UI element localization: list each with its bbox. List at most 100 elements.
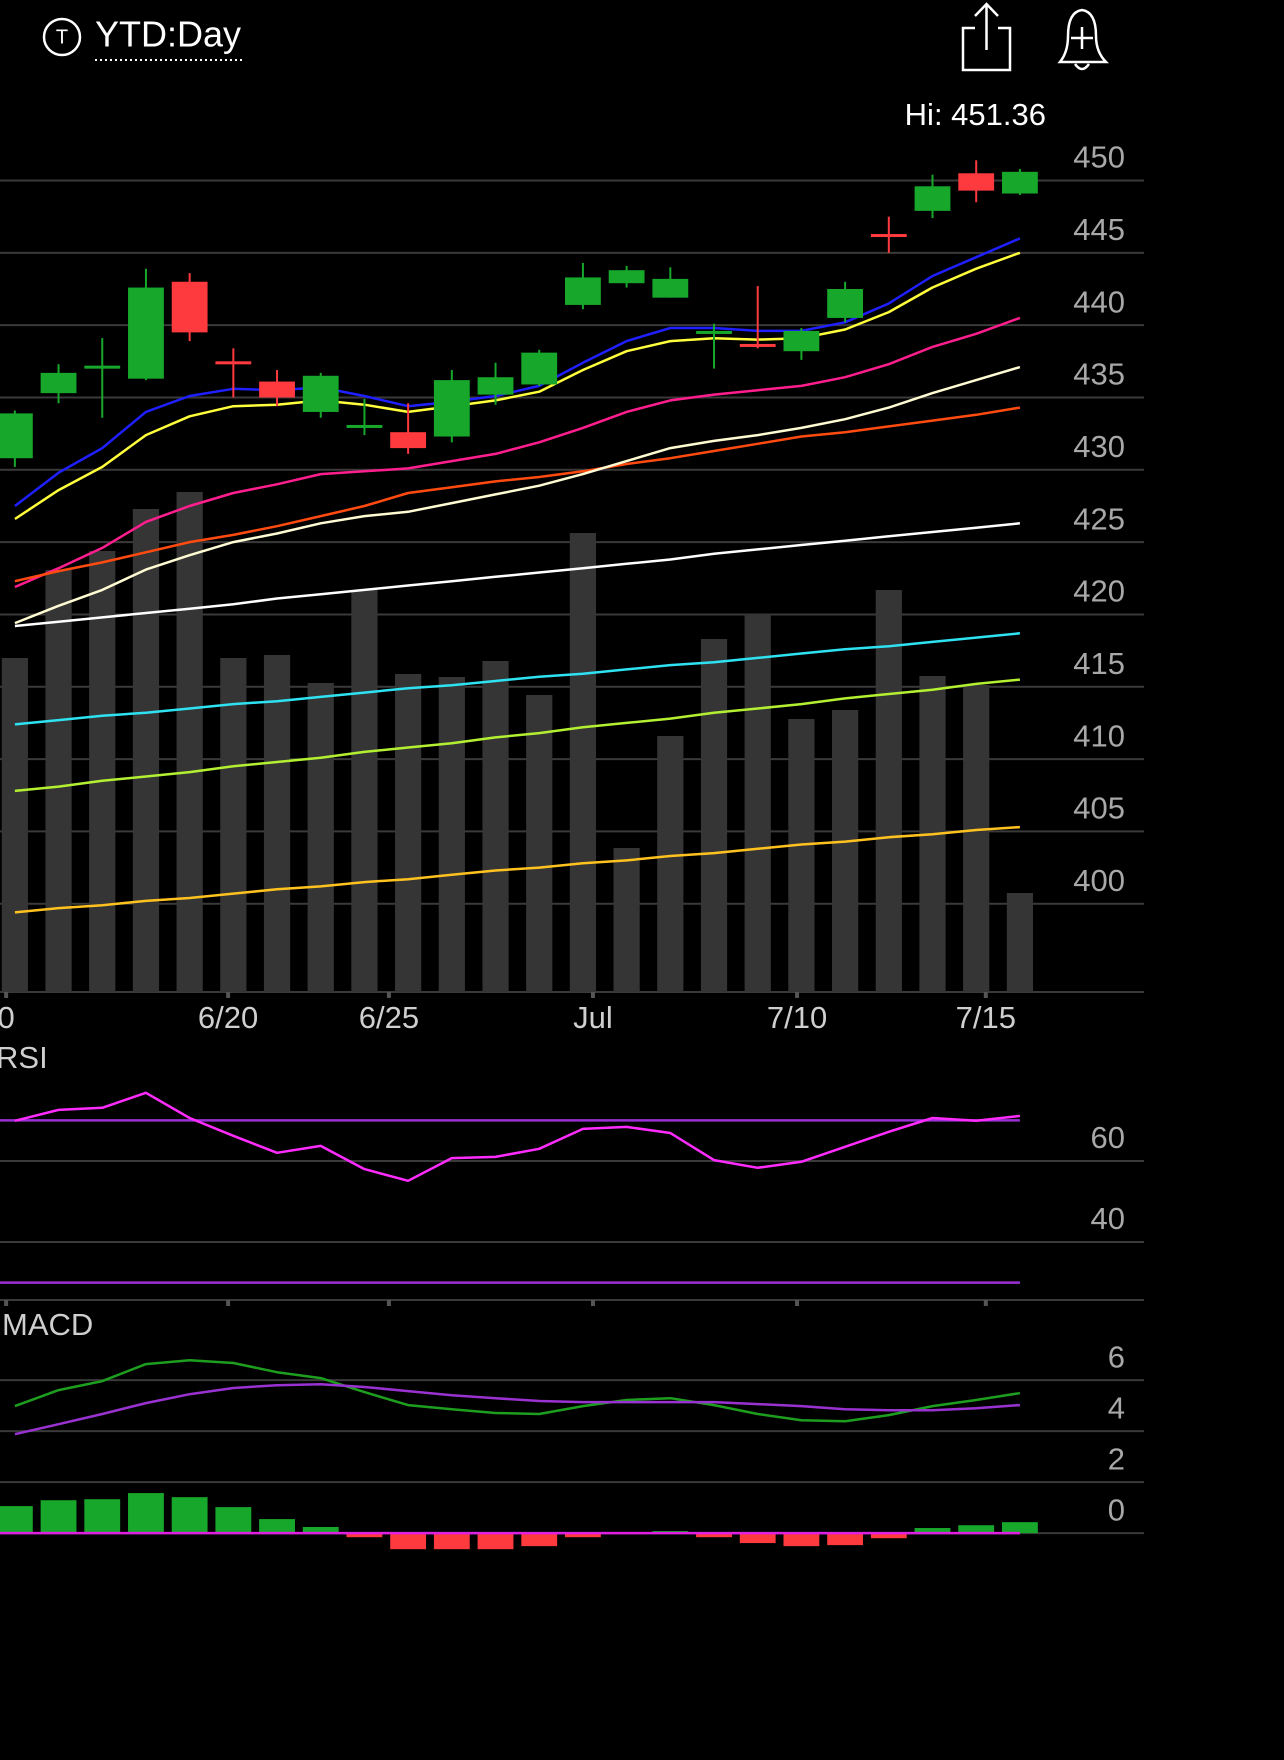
ticker-icon — [42, 17, 82, 57]
candle-body — [346, 424, 383, 428]
histogram-bar — [0, 1506, 33, 1534]
histogram-bar — [565, 1533, 601, 1538]
volume-bar — [1006, 893, 1034, 992]
candle-body — [696, 330, 732, 334]
histogram-bar — [259, 1519, 295, 1534]
indicator-line — [14, 237, 1021, 507]
histogram-bar — [914, 1528, 951, 1534]
y-tick-label: 450 — [1073, 140, 1125, 175]
candle-body — [652, 278, 689, 298]
candle-body — [958, 173, 995, 191]
y-tick-label: 0 — [1108, 1492, 1125, 1527]
panel-title: RSI — [0, 1040, 48, 1075]
volume-bar — [45, 570, 72, 992]
indicator-line — [14, 632, 1021, 726]
candle-body — [739, 343, 776, 347]
candle-body — [390, 432, 427, 449]
indicator-line — [14, 522, 1021, 628]
share-button[interactable] — [961, 2, 1012, 72]
y-tick-label: 425 — [1073, 501, 1125, 536]
share-box — [961, 26, 1012, 72]
volume-bar — [438, 677, 465, 992]
candle-body — [0, 413, 33, 459]
candle-body — [608, 270, 645, 284]
histogram-bar — [958, 1525, 995, 1534]
x-tick-label: 6/25 — [359, 1000, 419, 1035]
bell — [1057, 8, 1110, 64]
candle-body — [259, 381, 295, 398]
histogram-bar — [870, 1533, 907, 1539]
histogram-bar — [521, 1533, 558, 1547]
y-tick-label: 415 — [1073, 646, 1125, 681]
volume-bar — [613, 848, 640, 992]
indicator-line — [14, 678, 1021, 793]
indicator-line — [14, 316, 1021, 589]
bell-plus — [1071, 27, 1093, 49]
candle-body — [215, 361, 252, 365]
volume-bar — [89, 551, 116, 992]
candle-body — [128, 287, 164, 379]
candle-body — [40, 372, 77, 394]
histogram-bar — [346, 1533, 383, 1538]
ticker-icon-letter: T — [56, 26, 68, 48]
high-annotation: Hi: 451.36 — [905, 97, 1046, 132]
range-title: YTD:Day — [95, 14, 241, 55]
y-tick-label: 4 — [1108, 1390, 1125, 1425]
volume-bar — [788, 719, 815, 992]
candle-body — [302, 375, 339, 412]
bell-clapper — [1073, 63, 1091, 71]
y-tick-label: 420 — [1073, 574, 1125, 609]
volume-bar — [744, 614, 771, 992]
indicator-line — [14, 1091, 1021, 1183]
volume-bar — [395, 674, 422, 992]
x-tick-label: 0 — [0, 1000, 15, 1035]
histogram-bar — [40, 1500, 77, 1534]
indicator-line — [14, 406, 1021, 583]
histogram-bar — [827, 1533, 864, 1546]
candle-body — [433, 380, 470, 437]
y-tick-label: 60 — [1091, 1120, 1125, 1155]
volume-bar — [307, 683, 334, 992]
volume-bar — [1, 658, 28, 992]
indicator-line — [14, 825, 1020, 914]
x-tick-label: 7/10 — [767, 1000, 827, 1035]
candle-body — [783, 330, 820, 352]
share-arrow — [974, 2, 999, 50]
volume-bar — [176, 492, 203, 992]
candle-body — [565, 277, 601, 305]
candle-body — [477, 377, 514, 395]
histogram-bar — [215, 1507, 252, 1534]
histogram-bar — [171, 1497, 208, 1534]
panel-title: MACD — [2, 1307, 93, 1342]
x-tick-label: 6/20 — [198, 1000, 258, 1035]
y-tick-label: 430 — [1073, 429, 1125, 464]
indicator-line — [14, 1358, 1021, 1423]
histogram-bar — [477, 1533, 514, 1550]
volume-bar — [132, 509, 160, 992]
histogram-bar — [84, 1499, 121, 1534]
candle-body — [84, 365, 121, 369]
range-selector[interactable]: T YTD:Day — [42, 14, 245, 61]
indicator-line — [14, 365, 1021, 625]
y-tick-label: 40 — [1091, 1201, 1125, 1236]
y-tick-label: 410 — [1073, 718, 1125, 753]
y-tick-label: 400 — [1073, 863, 1125, 898]
y-tick-label: 445 — [1073, 212, 1125, 247]
candle-body — [827, 288, 864, 318]
volume-bar — [832, 710, 859, 992]
volume-bar — [526, 695, 553, 992]
volume-bar — [220, 658, 247, 992]
alert-button[interactable] — [1057, 8, 1110, 71]
volume-bar — [569, 533, 597, 992]
candle-body — [171, 281, 208, 333]
y-tick-label: 435 — [1073, 357, 1125, 392]
y-tick-label: 440 — [1073, 284, 1125, 319]
histogram-bar — [302, 1527, 339, 1534]
histogram-bar — [390, 1533, 427, 1550]
y-tick-label: 6 — [1108, 1339, 1125, 1374]
histogram-bar — [783, 1533, 820, 1547]
indicator-line — [14, 251, 1021, 521]
